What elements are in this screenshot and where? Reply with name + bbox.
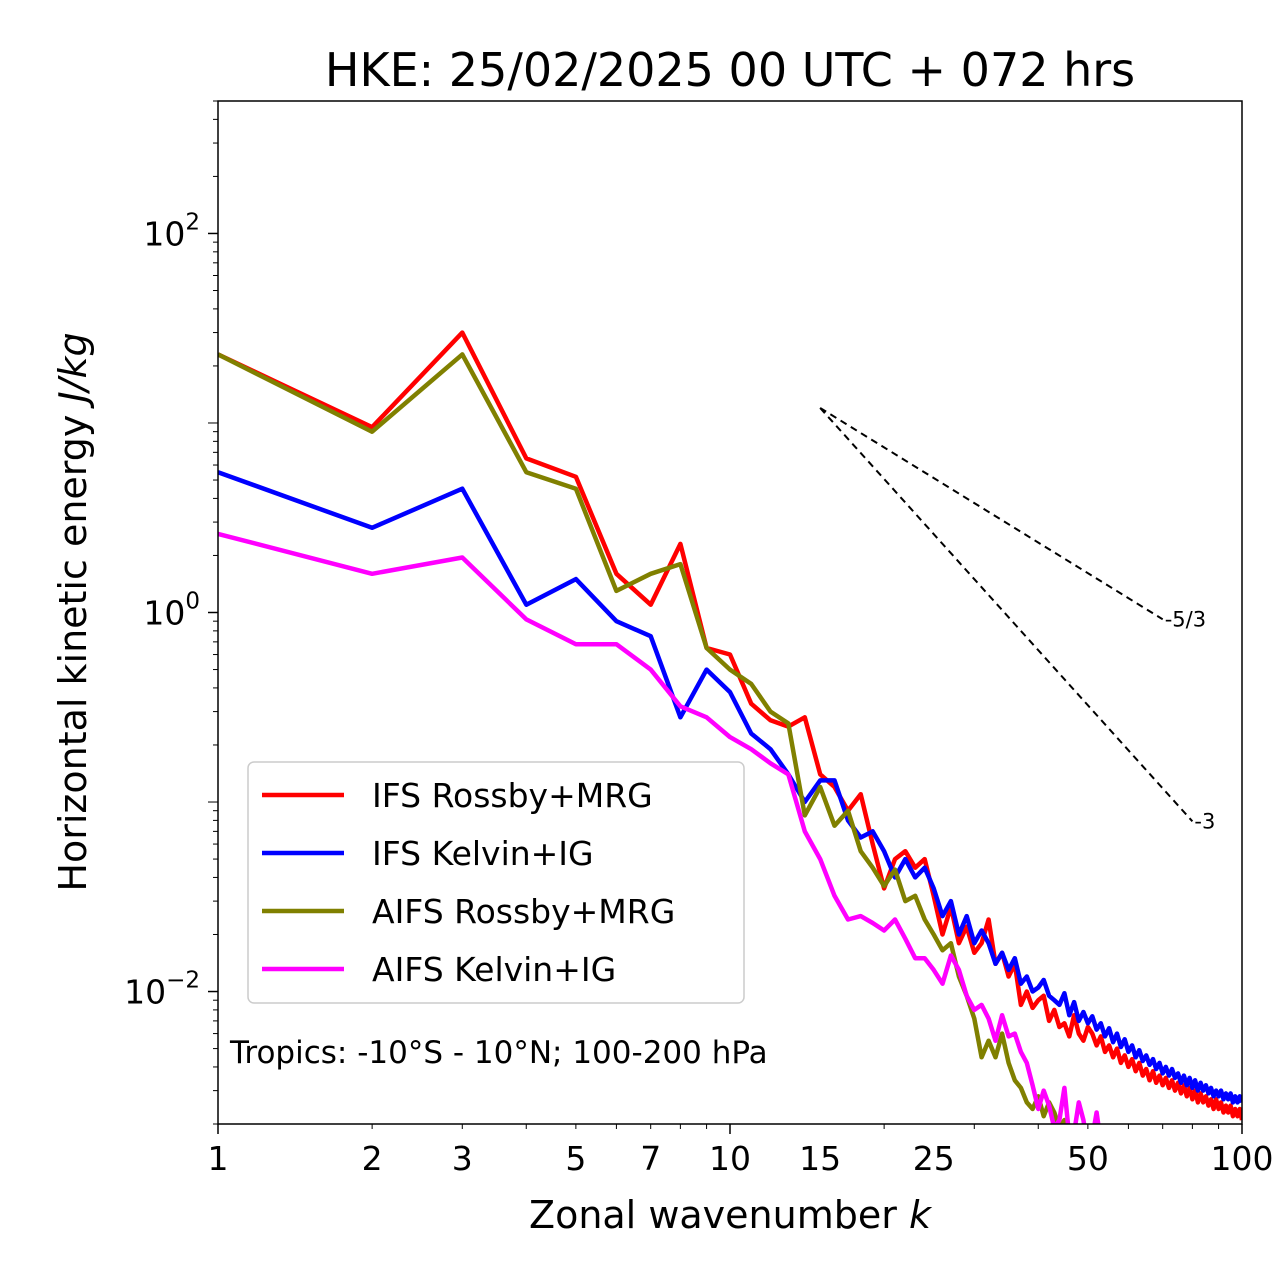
x-axis-ticks: 1 2 3 5 7 10 15 25 50 100 (208, 1124, 1274, 1178)
legend-label-ifs-rossby-mrg: IFS Rossby+MRG (372, 776, 653, 815)
x-tick-label: 50 (1067, 1139, 1109, 1178)
reference-slope-lines: -5/3 -3 (819, 407, 1215, 833)
legend: IFS Rossby+MRG IFS Kelvin+IG AIFS Rossby+M… (247, 761, 745, 1004)
x-tick-label: 10 (709, 1139, 751, 1178)
x-tick-label: 7 (640, 1139, 661, 1178)
legend-label-aifs-kelvin-ig: AIFS Kelvin+IG (372, 950, 616, 989)
x-axis-label-variable: k (909, 1193, 933, 1237)
chart-title: HKE: 25/02/2025 00 UTC + 072 hrs (325, 43, 1135, 97)
y-tick-label: 100 (143, 589, 200, 633)
x-tick-label: 1 (208, 1139, 229, 1178)
legend-label-aifs-rossby-mrg: AIFS Rossby+MRG (372, 892, 675, 931)
x-tick-label: 25 (913, 1139, 955, 1178)
series-line-ifs-rossby-mrg (218, 330, 1242, 1121)
slope-label-5-3: -5/3 (1165, 607, 1206, 631)
series-line-aifs-kelvin-ig (218, 531, 1101, 1124)
y-tick-label: 102 (143, 209, 200, 253)
x-axis-label: Zonal wavenumber k (529, 1193, 933, 1237)
legend-label-ifs-kelvin-ig: IFS Kelvin+IG (372, 834, 594, 873)
y-tick-label: 10−2 (124, 968, 200, 1012)
slope-label-3: -3 (1194, 809, 1215, 833)
x-tick-label: 3 (452, 1139, 473, 1178)
x-tick-label: 2 (362, 1139, 383, 1178)
region-annotation: Tropics: -10°S - 10°N; 100-200 hPa (229, 1035, 768, 1071)
series-layer (218, 330, 1242, 1124)
series-line-aifs-rossby-mrg (218, 352, 1068, 1124)
y-axis-label-variable: J/kg (51, 332, 95, 409)
x-axis-label-text: Zonal wavenumber (529, 1193, 909, 1237)
y-axis-ticks: 10−2 100 102 (124, 100, 218, 1125)
x-tick-label: 5 (565, 1139, 586, 1178)
x-tick-label: 15 (799, 1139, 841, 1178)
y-axis-label: Horizontal kinetic energy J/kg (51, 332, 95, 891)
y-axis-label-text: Horizontal kinetic energy (51, 403, 95, 892)
slope-line-3 (819, 407, 1194, 822)
legend-box (247, 761, 745, 1004)
slope-line-5-3 (819, 407, 1164, 621)
x-tick-label: 100 (1211, 1139, 1274, 1178)
